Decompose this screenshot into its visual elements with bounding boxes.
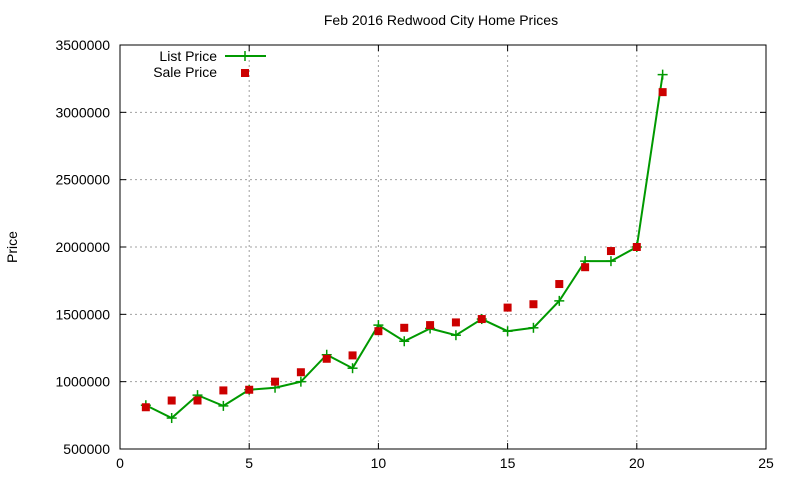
- list-price-point: [399, 336, 410, 347]
- y-tick-label: 1000000: [55, 374, 110, 390]
- list-price-point: [166, 413, 177, 424]
- sale-price-point: [141, 403, 150, 412]
- sale-price-point: [348, 351, 357, 360]
- y-tick-label: 3000000: [55, 104, 110, 120]
- sale-price-point: [555, 280, 564, 289]
- list-price-point: [450, 330, 461, 341]
- list-price-point: [605, 256, 616, 267]
- list-price-point: [657, 69, 668, 80]
- list-price-point: [347, 363, 358, 374]
- sale-price-point: [581, 263, 590, 272]
- sale-price-point: [503, 303, 512, 312]
- sale-price-point: [245, 385, 254, 394]
- list-price-point: [502, 326, 513, 337]
- series: [140, 69, 668, 424]
- sale-price-point: [322, 354, 331, 363]
- y-tick-label: 3500000: [55, 37, 110, 53]
- sale-price-point: [193, 396, 202, 405]
- x-tick-label: 5: [245, 455, 253, 471]
- list-price-point: [295, 376, 306, 387]
- list-price-point: [218, 400, 229, 411]
- sale-price-point: [400, 323, 409, 332]
- y-tick-label: 1500000: [55, 306, 110, 322]
- legend-marker: [241, 69, 249, 77]
- sale-price-point: [477, 315, 486, 324]
- list-price-point: [554, 295, 565, 306]
- legend-label: Sale Price: [153, 64, 217, 80]
- list-price-line: [145, 74, 664, 420]
- sale-price-point: [271, 377, 280, 386]
- sale-price-point: [658, 88, 667, 97]
- x-tick-label: 10: [371, 455, 387, 471]
- sale-price-point: [632, 243, 641, 251]
- sale-price-point: [606, 247, 615, 256]
- ticks: 0 5 10 15 20 25 500000 1000000 1500000 2000000 250…: [55, 37, 774, 471]
- sale-price-point: [296, 368, 305, 377]
- y-tick-label: 2500000: [55, 172, 110, 188]
- legend-marker: [240, 51, 250, 61]
- sale-price-point: [426, 321, 435, 330]
- sale-price-point: [219, 386, 228, 395]
- sale-price-point: [451, 318, 460, 327]
- plot-frame: [119, 44, 767, 450]
- y-tick-label: 2000000: [55, 239, 110, 255]
- y-axis-label: Price: [4, 231, 20, 263]
- y-tick-label: 500000: [63, 441, 110, 457]
- x-tick-label: 0: [116, 455, 124, 471]
- list-price-point: [528, 322, 539, 333]
- sale-price-point: [529, 300, 538, 309]
- sale-price-point: [374, 327, 383, 336]
- sale-price-point: [167, 396, 176, 405]
- x-tick-label: 15: [500, 455, 516, 471]
- x-tick-label: 20: [629, 455, 645, 471]
- grid: [120, 45, 766, 449]
- chart-title: Feb 2016 Redwood City Home Prices: [324, 12, 558, 28]
- legend-label: List Price: [159, 48, 217, 64]
- x-tick-label: 25: [758, 455, 774, 471]
